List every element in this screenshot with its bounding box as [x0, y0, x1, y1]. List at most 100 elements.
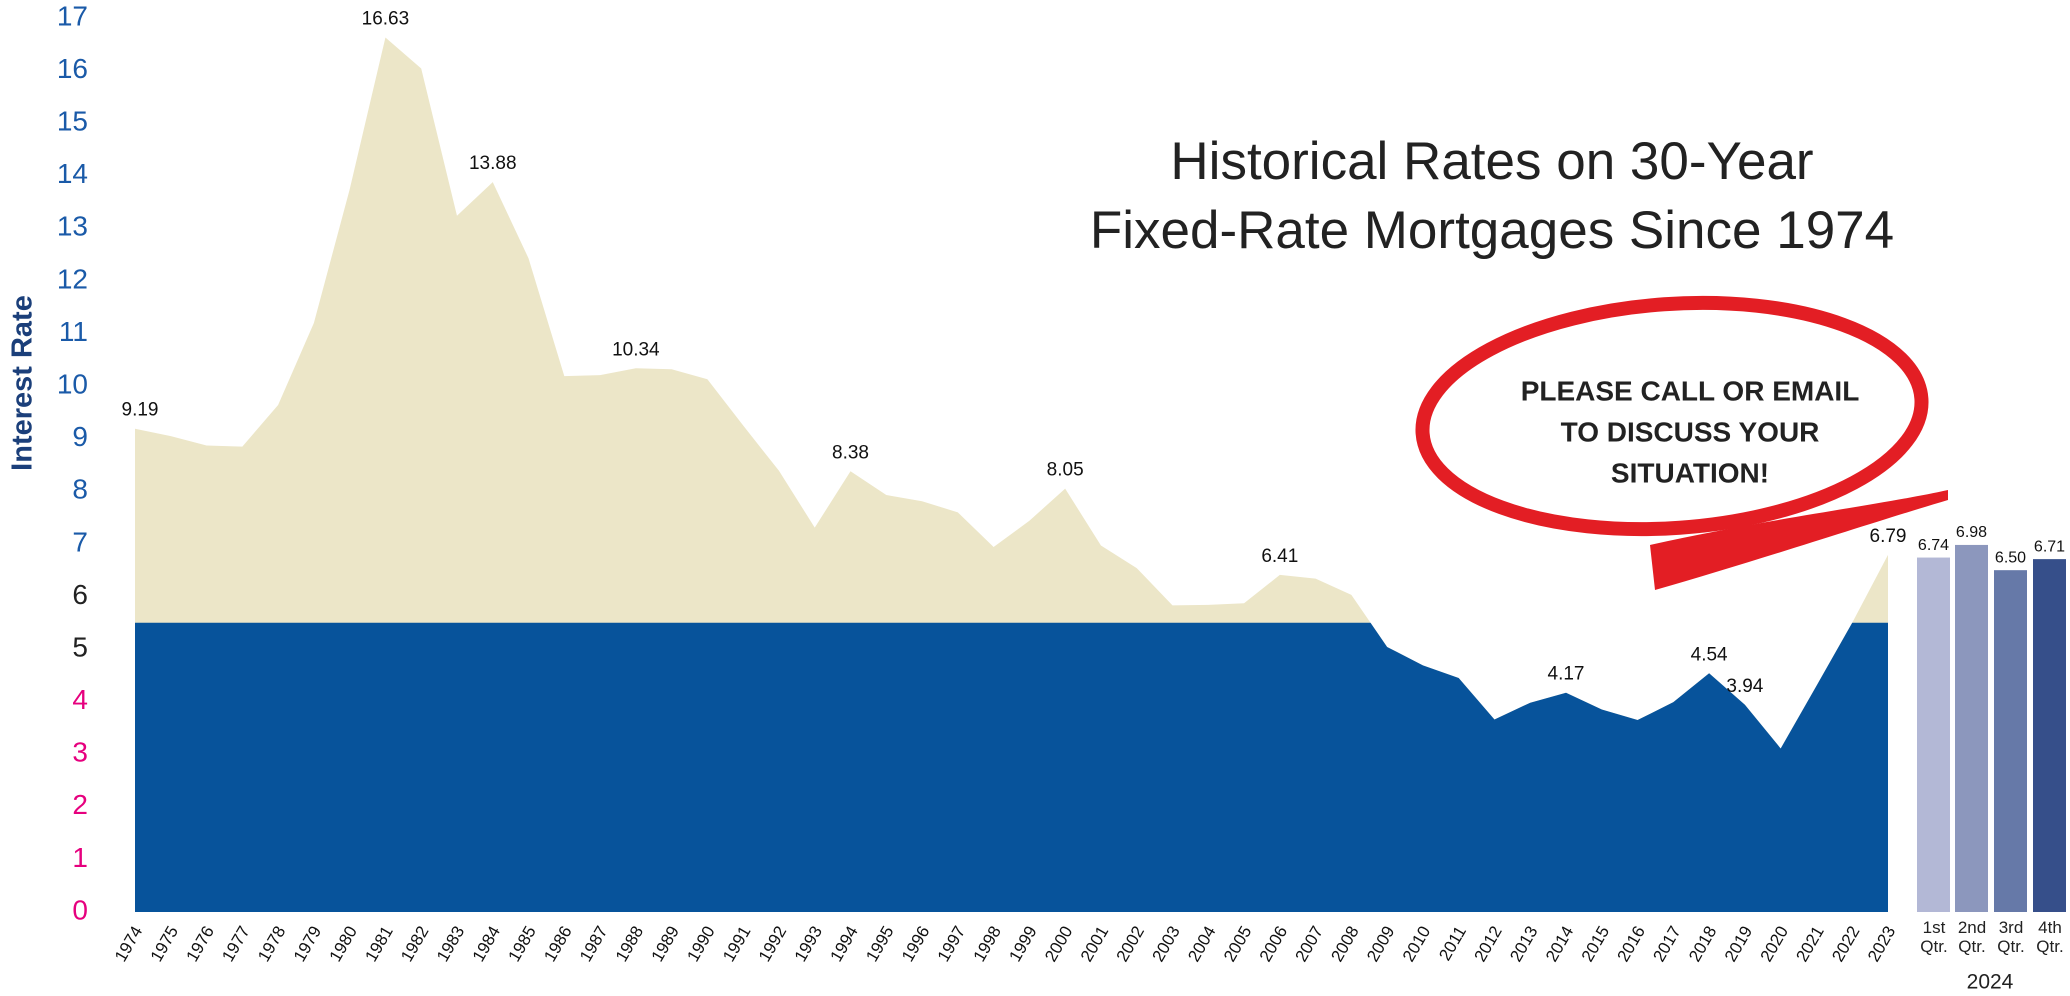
x-tick-label: 2004 [1184, 923, 1219, 965]
x-tick-label: 1978 [254, 923, 289, 965]
data-label: 8.05 [1047, 460, 1084, 481]
x-tick-label: 1985 [505, 923, 540, 965]
y-tick-label: 0 [72, 894, 88, 925]
x-tick-label: 1977 [218, 923, 253, 965]
y-tick-label: 5 [72, 631, 88, 662]
y-tick-label: 6 [72, 579, 88, 610]
x-tick-label: 1995 [862, 923, 897, 965]
x-tick-label: 1975 [147, 923, 182, 965]
x-tick-label: 2003 [1148, 923, 1183, 965]
data-label: 8.38 [832, 442, 869, 463]
x-tick-label: 2006 [1256, 923, 1291, 965]
x-tick-label: 2021 [1792, 923, 1827, 965]
x-tick-label: 1999 [1005, 923, 1040, 965]
y-tick-label: 9 [72, 421, 88, 452]
data-label: 9.19 [122, 400, 159, 421]
bar [1994, 570, 2027, 912]
y-tick-label: 15 [57, 106, 88, 137]
x-tick-label: 2022 [1828, 923, 1863, 965]
x-tick-label: 1988 [612, 923, 647, 965]
x-tick-label: 1997 [934, 923, 969, 965]
x-tick-label: 1980 [326, 923, 361, 965]
x-tick-label: 1992 [755, 923, 790, 965]
x-tick-label: 2010 [1399, 923, 1434, 965]
x-tick-label: 1996 [898, 923, 933, 965]
x-tick-label: 2005 [1220, 923, 1255, 965]
x-tick-label: 2008 [1327, 923, 1362, 965]
data-label: 10.34 [612, 339, 660, 360]
data-label: 16.63 [362, 8, 410, 29]
x-tick-label: 2012 [1470, 923, 1505, 965]
bar-label: 6.71 [2034, 538, 2065, 555]
y-tick-label: 4 [72, 684, 88, 715]
annotation: TO DISCUSS YOUR [1561, 416, 1820, 447]
bar-category-label: 3rd Qtr. [1994, 918, 2028, 956]
x-tick-label: 2020 [1757, 923, 1792, 965]
chart-title: Fixed-Rate Mortgages Since 1974 [1090, 201, 1894, 260]
x-tick-label: 1989 [648, 923, 683, 965]
page: Interest Rate Historical Rates on 30-Yea… [0, 0, 2070, 996]
x-tick-label: 2002 [1113, 923, 1148, 965]
x-tick-label: 1981 [361, 923, 396, 965]
x-tick-label: 2014 [1542, 923, 1577, 965]
x-tick-label: 1990 [683, 923, 718, 965]
x-tick-label: 1994 [826, 923, 861, 965]
bar-category-label: 4th Qtr. [2033, 918, 2067, 956]
x-tick-label: 2000 [1041, 923, 1076, 965]
y-tick-label: 8 [72, 474, 88, 505]
x-tick-label: 1979 [290, 923, 325, 965]
data-label: 6.79 [1870, 526, 1907, 547]
bar-label: 6.50 [1995, 549, 2026, 566]
x-tick-label: 1982 [397, 923, 432, 965]
x-tick-label: 2007 [1292, 923, 1327, 965]
x-tick-label: 2013 [1506, 923, 1541, 965]
x-tick-label: 2023 [1864, 923, 1899, 965]
chart-title: Historical Rates on 30-Year [1170, 132, 1813, 191]
x-tick-label: 1991 [719, 923, 754, 965]
x-tick-label: 2011 [1435, 923, 1470, 964]
bar-group-label: 2024 [1967, 971, 2014, 994]
x-tick-label: 2009 [1363, 923, 1398, 965]
bar-category-label: 2nd Qtr. [1955, 918, 1989, 956]
y-tick-label: 14 [57, 158, 88, 189]
x-tick-label: 2001 [1077, 923, 1112, 965]
x-tick-label: 1983 [433, 923, 468, 965]
data-label: 13.88 [469, 153, 517, 174]
x-tick-label: 2016 [1614, 923, 1649, 965]
y-tick-label: 2 [72, 789, 88, 820]
y-tick-label: 3 [72, 737, 88, 768]
x-tick-label: 1998 [970, 923, 1005, 965]
data-label: 6.41 [1261, 546, 1298, 567]
bar [1917, 558, 1950, 912]
data-label: 3.94 [1726, 676, 1763, 697]
y-tick-label: 10 [57, 369, 88, 400]
x-tick-label: 2019 [1721, 923, 1756, 965]
chart: Interest Rate Historical Rates on 30-Yea… [0, 0, 2070, 996]
x-tick-label: 2018 [1685, 923, 1720, 965]
x-tick-label: 1993 [791, 923, 826, 965]
y-tick-label: 11 [59, 316, 88, 347]
y-tick-label: 7 [72, 526, 88, 557]
bar [1955, 545, 1988, 912]
y-tick-label: 17 [57, 0, 88, 31]
y-tick-label: 13 [57, 211, 88, 242]
annotation: PLEASE CALL OR EMAIL [1521, 375, 1860, 406]
data-label: 4.17 [1548, 664, 1585, 685]
y-tick-label: 12 [57, 263, 88, 294]
annotation: SITUATION! [1611, 457, 1769, 488]
bar-label: 6.74 [1918, 537, 1949, 554]
x-tick-label: 2017 [1649, 923, 1684, 965]
bar-label: 6.98 [1956, 524, 1987, 541]
y-axis-title: Interest Rate [7, 295, 39, 471]
y-tick-label: 16 [57, 53, 88, 84]
x-tick-label: 1974 [111, 923, 146, 965]
x-tick-label: 1986 [540, 923, 575, 965]
bar [2033, 559, 2066, 912]
x-tick-label: 2015 [1578, 923, 1613, 965]
y-tick-label: 1 [72, 842, 88, 873]
data-label: 4.54 [1691, 644, 1728, 665]
x-tick-label: 1984 [469, 923, 504, 965]
x-tick-label: 1976 [183, 923, 218, 965]
x-tick-label: 1987 [576, 923, 611, 965]
bar-category-label: 1st Qtr. [1917, 918, 1951, 956]
